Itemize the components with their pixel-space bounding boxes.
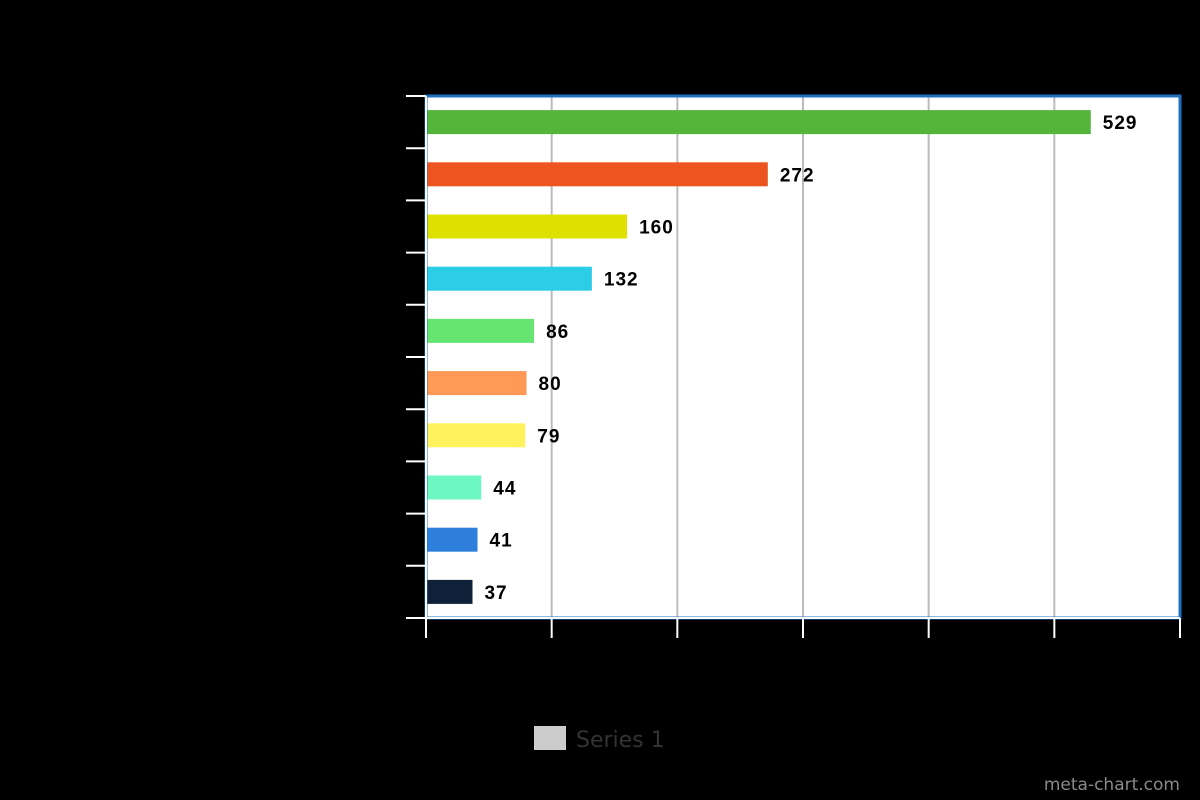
value-label: 79 — [537, 426, 560, 447]
axes — [406, 95, 1181, 638]
bar — [427, 110, 1091, 135]
value-label: 529 — [1103, 113, 1138, 134]
value-labels: 529 272 160 132 86 80 79 44 41 37 — [484, 113, 1138, 604]
bar — [427, 527, 478, 552]
bar — [427, 214, 628, 239]
bar — [427, 579, 473, 604]
value-label: 80 — [539, 374, 562, 395]
value-label: 44 — [493, 479, 516, 500]
value-label: 160 — [639, 218, 674, 239]
value-label: 41 — [490, 531, 513, 552]
value-label: 37 — [484, 583, 507, 604]
value-label: 86 — [546, 322, 569, 343]
bar — [427, 371, 527, 396]
bar — [427, 162, 768, 187]
legend: Series 1 — [534, 726, 665, 753]
bar — [427, 318, 535, 343]
bars — [427, 110, 1091, 604]
bar — [427, 266, 592, 291]
bar — [427, 475, 482, 500]
value-label: 132 — [604, 270, 639, 291]
value-label: 272 — [780, 165, 815, 186]
legend-label: Series 1 — [576, 728, 665, 753]
bar — [427, 423, 526, 448]
legend-swatch — [534, 726, 566, 750]
watermark: meta-chart.com — [1044, 775, 1180, 795]
